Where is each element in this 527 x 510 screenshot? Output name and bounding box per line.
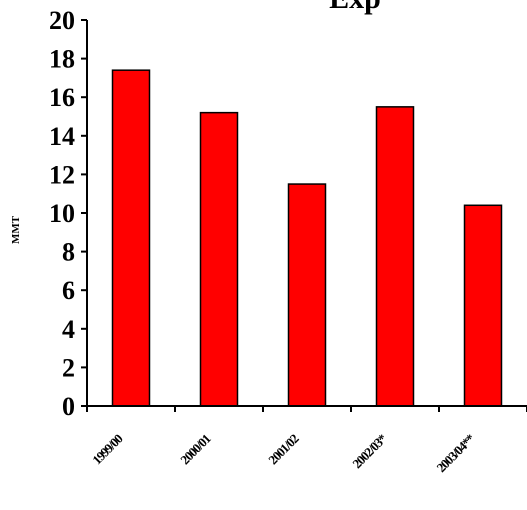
x-tick-label: 2003/04** xyxy=(434,431,478,475)
y-ticks-group: 0 2 4 6 8 10 12 14 16 18 20 xyxy=(49,6,87,421)
y-tick-label: 2 xyxy=(62,353,75,382)
bar-2003/04** xyxy=(463,204,503,407)
y-tick-label: 8 xyxy=(62,238,75,267)
x-tick-label: 2001/02 xyxy=(265,431,301,467)
x-tick-label: 2000/01 xyxy=(177,431,213,467)
y-axis-label: MMT xyxy=(10,215,22,244)
x-tick-label: 1999/00 xyxy=(89,431,125,467)
y-tick-label: 4 xyxy=(62,315,75,344)
y-tick-label: 16 xyxy=(49,83,75,112)
y-tick-label: 18 xyxy=(49,45,75,74)
y-tick-label: 6 xyxy=(62,276,75,305)
y-tick-label: 20 xyxy=(49,6,75,35)
y-tick-label: 0 xyxy=(62,392,75,421)
bar-2001/02 xyxy=(287,183,327,407)
bars-group xyxy=(111,69,503,407)
x-ticks-group: 1999/00 2000/01 2001/02 2002/03* 2003/04** xyxy=(86,406,527,475)
y-tick-label: 14 xyxy=(49,122,75,151)
y-tick-label: 12 xyxy=(49,160,75,189)
x-tick-label: 2002/03* xyxy=(349,431,389,471)
chart-title: Exp xyxy=(329,0,381,15)
y-tick-label: 10 xyxy=(49,199,75,228)
bar-2002/03* xyxy=(375,106,415,407)
bar-1999/00 xyxy=(111,69,151,407)
bar-2000/01 xyxy=(199,111,239,407)
